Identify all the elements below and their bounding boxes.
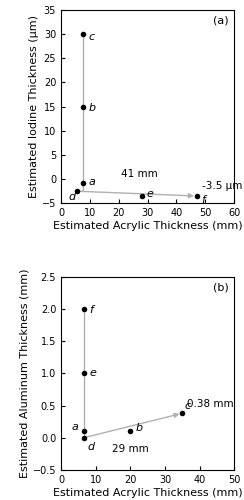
Text: $\it{a}$: $\it{a}$ — [71, 422, 80, 432]
Text: $\it{b}$: $\it{b}$ — [88, 100, 97, 112]
Text: (a): (a) — [214, 16, 229, 26]
Text: 29 mm: 29 mm — [112, 444, 149, 454]
Text: $\it{d}$: $\it{d}$ — [68, 190, 77, 202]
X-axis label: Estimated Acrylic Thickness (mm): Estimated Acrylic Thickness (mm) — [53, 221, 243, 231]
Y-axis label: Estimated Iodine Thickness (μm): Estimated Iodine Thickness (μm) — [29, 15, 39, 198]
Text: $\it{c}$: $\it{c}$ — [88, 32, 96, 42]
Text: $\it{b}$: $\it{b}$ — [135, 422, 144, 434]
Text: $\it{f}$: $\it{f}$ — [201, 194, 208, 205]
Text: (b): (b) — [213, 282, 229, 292]
Text: $\it{a}$: $\it{a}$ — [88, 176, 97, 186]
Text: $\it{e}$: $\it{e}$ — [89, 368, 97, 378]
Text: $\it{f}$: $\it{f}$ — [89, 303, 96, 315]
Text: $\it{d}$: $\it{d}$ — [87, 440, 96, 452]
X-axis label: Estimated Acrylic Thickness (mm): Estimated Acrylic Thickness (mm) — [53, 488, 243, 498]
Text: 0.38 mm: 0.38 mm — [187, 400, 234, 409]
Text: $\it{c}$: $\it{c}$ — [184, 400, 192, 410]
Text: 41 mm: 41 mm — [121, 170, 157, 179]
Y-axis label: Estimated Aluminum Thickness (mm): Estimated Aluminum Thickness (mm) — [20, 268, 30, 478]
Text: -3.5 μm: -3.5 μm — [203, 182, 243, 192]
Text: $\it{e}$: $\it{e}$ — [146, 188, 154, 198]
